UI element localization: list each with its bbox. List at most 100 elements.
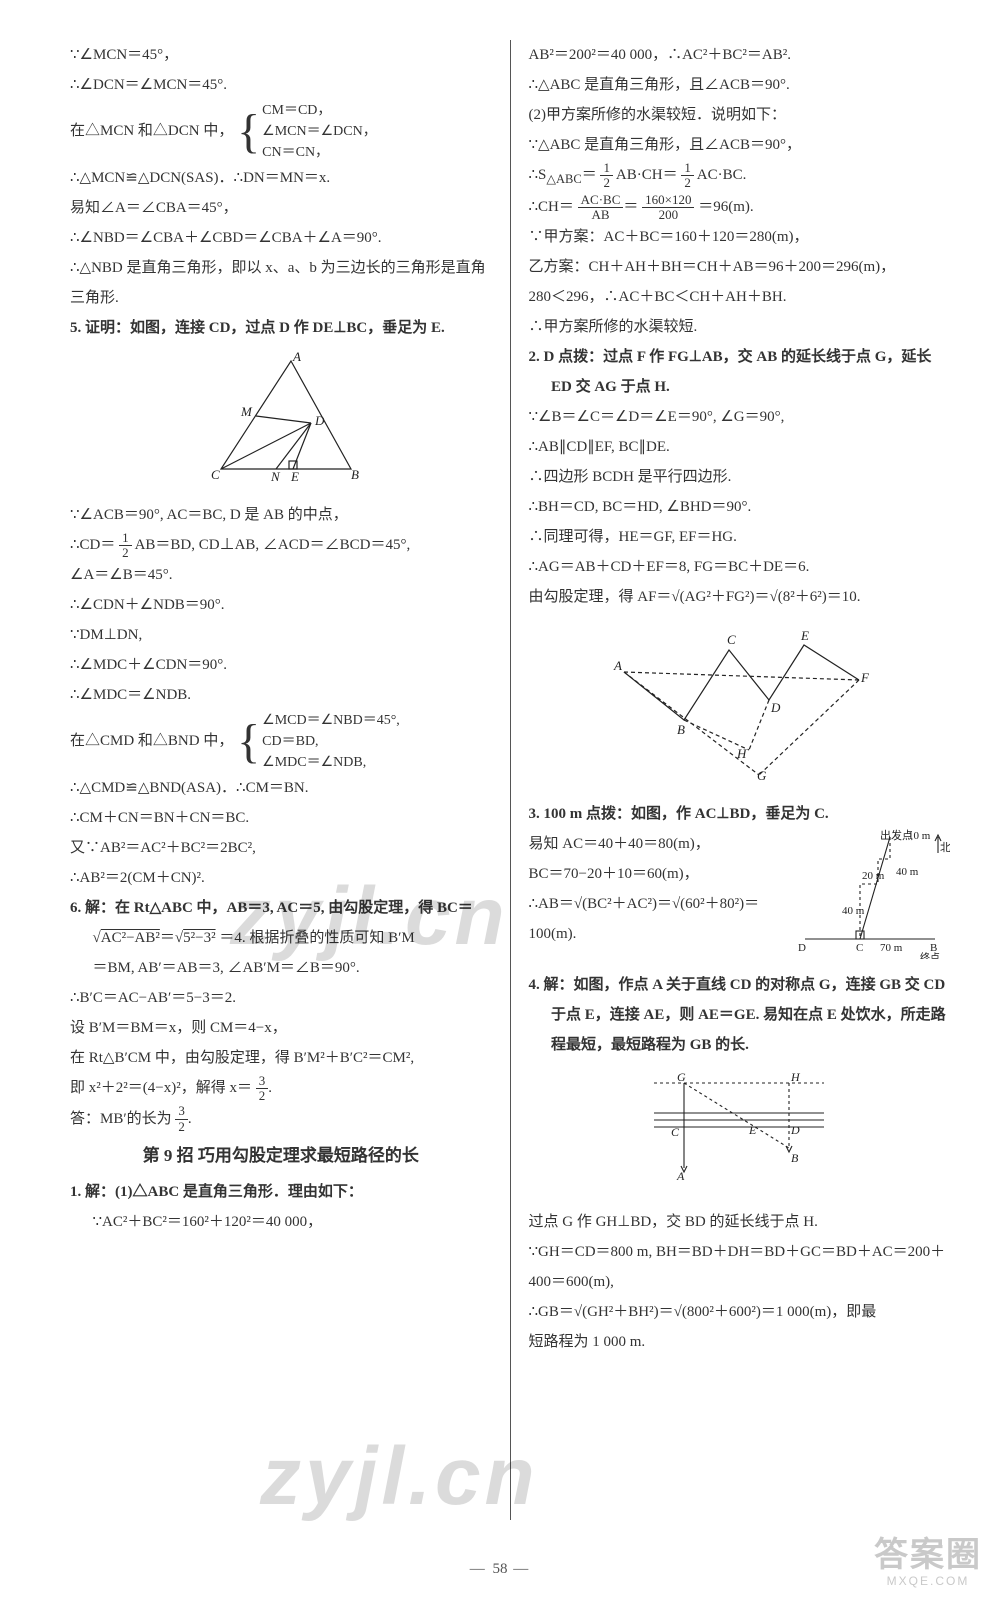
section-heading-9: 第 9 招 巧用勾股定理求最短路径的长	[70, 1142, 492, 1169]
row-with-figure: 易知 AC＝40＋40＝80(m)， BC＝70−20＋10＝60(m)， ∴A…	[529, 829, 951, 970]
brand-title: 答案圈	[874, 1537, 982, 1574]
problem-5: 5. 证明：如图，连接 CD，过点 D 作 DE⊥BC，垂足为 E.	[70, 313, 492, 343]
text: 在△MCN 和△DCN 中，	[70, 123, 233, 139]
text: ∴S	[529, 167, 547, 183]
text-line: ∴CD＝ 12 AB＝BD, CD⊥AB, ∠ACD＝∠BCD＝45°,	[70, 530, 492, 560]
text: ∠MDC＝∠NDB,	[262, 755, 366, 770]
problem-6: 6. 解：在 Rt△ABC 中，AB＝3, AC＝5, 由勾股定理，得 BC＝	[70, 893, 492, 923]
text-line: ∴S△ABC＝ 12 AB·CH＝ 12 AC·BC.	[529, 160, 951, 192]
text: CN＝CN，	[262, 145, 329, 160]
text-line: ∴CM＋CN＝BN＋CN＝BC.	[70, 803, 492, 833]
text-line: ∴∠CDN＋∠NDB＝90°.	[70, 590, 492, 620]
text-line: ∴AB∥CD∥EF, BC∥DE.	[529, 432, 951, 462]
text: ∴CH＝	[529, 199, 574, 215]
problem-4: 4. 解：如图，作点 A 关于直线 CD 的对称点 G，连接 GB 交 CD 于…	[529, 970, 951, 1060]
text-line: ∴同理可得，HE＝GF, EF＝HG.	[529, 522, 951, 552]
text-line: ∴∠NBD＝∠CBA＋∠CBD＝∠CBA＋∠A＝90°.	[70, 223, 492, 253]
text: CM＝CD，	[262, 103, 331, 118]
text-line: 即 x²＋2²＝(4−x)²，解得 x＝ 32.	[70, 1073, 492, 1103]
figure-polygon: AB CD EF HG	[529, 620, 951, 791]
text: 答：MB′的长为	[70, 1111, 172, 1127]
text-line: 在△CMD 和△BND 中， { ∠MCD＝∠NBD＝45°, CD＝BD, ∠…	[70, 710, 492, 773]
svg-text:M: M	[240, 404, 253, 419]
svg-text:A: A	[613, 658, 622, 673]
svg-text:C: C	[671, 1125, 680, 1139]
text: ∠MCD＝∠NBD＝45°,	[262, 713, 400, 728]
right-column: AB²＝200²＝40 000，∴AC²＋BC²＝AB². ∴△ABC 是直角三…	[511, 40, 951, 1520]
text-line: ∴∠MDC＋∠CDN＝90°.	[70, 650, 492, 680]
text-line: 100(m).	[529, 919, 775, 949]
problem-1: 1. 解：(1)△ABC 是直角三角形．理由如下：	[70, 1177, 492, 1207]
svg-text:终点: 终点	[920, 951, 940, 959]
corner-brand: 答案圈 MXQE.COM	[874, 1537, 982, 1588]
brace-icon: {	[237, 110, 260, 153]
text-line: ∴AB＝√(BC²＋AC²)＝√(60²＋80²)＝	[529, 889, 775, 919]
text: 5. 证明：如图，连接 CD，过点 D 作 DE⊥BC，垂足为 E.	[70, 320, 445, 336]
svg-text:H: H	[790, 1070, 801, 1084]
page-number: 58	[0, 1561, 1000, 1578]
fraction: 32	[256, 1074, 269, 1104]
text-line: ∴△CMD≌△BND(ASA)．∴CM＝BN.	[70, 773, 492, 803]
brace-group: { ∠MCD＝∠NBD＝45°, CD＝BD, ∠MDC＝∠NDB,	[237, 710, 400, 773]
text-line: ∴△MCN≌△DCN(SAS)．∴DN＝MN＝x.	[70, 163, 492, 193]
fraction: 160×120200	[642, 193, 694, 223]
text-line: ∴∠DCN＝∠MCN＝45°.	[70, 70, 492, 100]
text-line: 由勾股定理，得 AF＝√(AG²＋FG²)＝√(8²＋6²)＝10.	[529, 582, 951, 612]
text: AC·BC.	[697, 167, 747, 183]
svg-text:G: G	[757, 768, 767, 780]
svg-text:B: B	[351, 467, 359, 481]
text-line: (2)甲方案所修的水渠较短．说明如下：	[529, 100, 951, 130]
figure-river: GH CED AB	[529, 1068, 951, 1199]
svg-text:A: A	[676, 1169, 685, 1183]
text: 4. 解：如图，作点 A 关于直线 CD 的对称点 G，连接 GB 交 CD 于…	[529, 977, 946, 1053]
text-line: 在 Rt△B′CM 中，由勾股定理，得 B′M²＋B′C²＝CM²,	[70, 1043, 492, 1073]
text-line: 短路程为 1 000 m.	[529, 1327, 951, 1357]
svg-text:40 m: 40 m	[896, 866, 919, 878]
brace-body: CM＝CD， ∠MCN＝∠DCN， CN＝CN，	[262, 100, 377, 163]
svg-text:20 m: 20 m	[862, 870, 885, 882]
problem-3: 3. 100 m 点拨：如图，作 AC⊥BD，垂足为 C.	[529, 799, 951, 829]
text-line: ∴GB＝√(GH²＋BH²)＝√(800²＋600²)＝1 000(m)，即最	[529, 1297, 951, 1327]
text-line: 又∵AB²＝AC²＋BC²＝2BC²,	[70, 833, 492, 863]
svg-text:G: G	[677, 1070, 686, 1084]
text-line: 设 B′M＝BM＝x，则 CM＝4−x，	[70, 1013, 492, 1043]
two-column-layout: ∵∠MCN＝45°， ∴∠DCN＝∠MCN＝45°. 在△MCN 和△DCN 中…	[70, 40, 950, 1520]
text-line: ∴∠MDC＝∠NDB.	[70, 680, 492, 710]
page: ∵∠MCN＝45°， ∴∠DCN＝∠MCN＝45°. 在△MCN 和△DCN 中…	[0, 0, 1000, 1600]
text-line: BC＝70−20＋10＝60(m)，	[529, 859, 775, 889]
svg-text:D: D	[314, 413, 325, 428]
svg-text:D: D	[798, 942, 806, 954]
text-line: ∴BH＝CD, BC＝HD, ∠BHD＝90°.	[529, 492, 951, 522]
text-line: ∴甲方案所修的水渠较短.	[529, 312, 951, 342]
text-line: 乙方案：CH＋AH＋BH＝CH＋AB＝96＋200＝296(m)，	[529, 252, 951, 282]
svg-text:B: B	[677, 722, 685, 737]
text-line: ∵∠ACB＝90°, AC＝BC, D 是 AB 的中点，	[70, 500, 492, 530]
text-line: 易知∠A＝∠CBA＝45°，	[70, 193, 492, 223]
text-line: ∵∠B＝∠C＝∠D＝∠E＝90°, ∠G＝90°,	[529, 402, 951, 432]
brace-group: { CM＝CD， ∠MCN＝∠DCN， CN＝CN，	[237, 100, 377, 163]
text-line: √AC²−AB²＝√5²−3² ＝4. 根据折叠的性质可知 B′M	[70, 923, 492, 953]
svg-text:D: D	[770, 700, 781, 715]
text-line: ∴四边形 BCDH 是平行四边形.	[529, 462, 951, 492]
text-line: ∵△ABC 是直角三角形，且∠ACB＝90°，	[529, 130, 951, 160]
text-line: ∴B′C＝AC−AB′＝5−3＝2.	[70, 983, 492, 1013]
svg-text:C: C	[211, 467, 220, 481]
text: AB＝BD, CD⊥AB, ∠ACD＝∠BCD＝45°,	[135, 537, 411, 553]
text-line: 答：MB′的长为 32.	[70, 1104, 492, 1134]
text: 在△CMD 和△BND 中，	[70, 733, 233, 749]
brand-url: MXQE.COM	[874, 1575, 982, 1588]
fraction: 32	[175, 1104, 188, 1134]
text-line: ∴CH＝ AC·BCAB＝ 160×120200 ＝96(m).	[529, 192, 951, 222]
svg-text:C: C	[856, 942, 863, 954]
fraction: 12	[681, 161, 694, 191]
text: 5²−3²	[183, 930, 215, 946]
svg-text:40 m: 40 m	[842, 905, 865, 917]
text: AB·CH＝	[616, 167, 678, 183]
fraction: AC·BCAB	[578, 193, 624, 223]
text: AC²−AB²	[101, 930, 160, 946]
text: CD＝BD,	[262, 734, 318, 749]
brace-body: ∠MCD＝∠NBD＝45°, CD＝BD, ∠MDC＝∠NDB,	[262, 710, 400, 773]
text: ＝96(m).	[698, 199, 753, 215]
text-line: ∵∠MCN＝45°，	[70, 40, 492, 70]
svg-text:E: E	[748, 1123, 757, 1137]
